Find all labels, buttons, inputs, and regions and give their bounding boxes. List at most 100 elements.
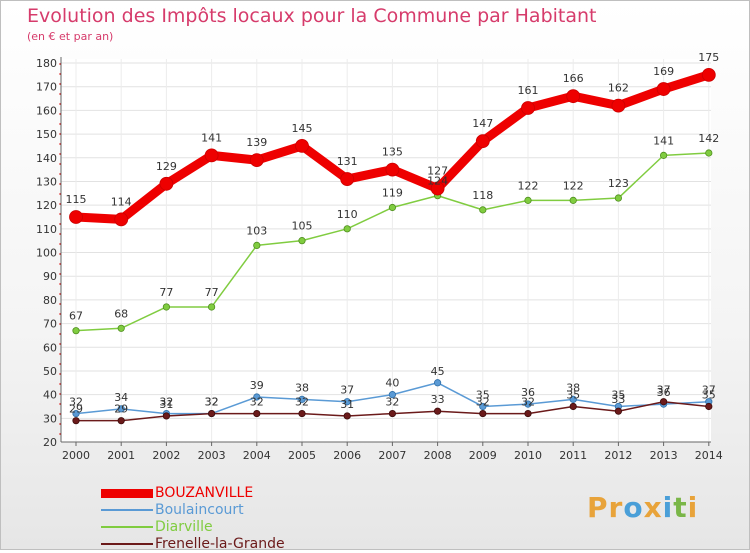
data-point	[701, 67, 716, 82]
data-point	[162, 412, 170, 420]
x-tick-label: 2012	[604, 449, 632, 462]
data-label: 35	[566, 388, 580, 401]
data-point	[521, 101, 535, 115]
data-label: 141	[201, 131, 222, 144]
y-tick-label: 160	[36, 104, 57, 117]
data-point	[208, 409, 216, 418]
proxiti-logo: Proxiti	[587, 491, 698, 524]
data-point	[298, 395, 306, 403]
data-label: 36	[521, 386, 535, 399]
data-point	[566, 89, 581, 104]
x-tick-label: 2004	[243, 449, 271, 462]
data-label: 103	[246, 224, 267, 237]
data-label: 110	[337, 208, 358, 221]
y-tick-label: 130	[36, 175, 57, 188]
data-point	[659, 151, 668, 159]
y-tick-label: 50	[43, 365, 57, 378]
data-label: 122	[518, 179, 539, 192]
data-label: 145	[292, 122, 313, 135]
data-label: 131	[337, 155, 358, 168]
x-tick-label: 2010	[514, 449, 542, 462]
data-label: 175	[698, 51, 719, 64]
y-tick-label: 100	[36, 247, 57, 260]
data-point	[159, 176, 174, 191]
data-point	[298, 237, 306, 245]
y-tick-label: 70	[43, 318, 57, 331]
data-label: 32	[476, 396, 490, 409]
x-tick-label: 2007	[378, 449, 406, 462]
legend-label: Frenelle-la-Grande	[155, 536, 285, 552]
data-label: 161	[518, 84, 539, 97]
data-point	[162, 303, 170, 311]
data-label: 37	[657, 384, 671, 397]
data-label: 162	[608, 82, 629, 95]
data-point	[117, 417, 125, 425]
data-point	[614, 194, 623, 202]
data-point	[611, 98, 626, 113]
data-label: 32	[295, 396, 309, 409]
y-tick-label: 80	[43, 294, 57, 307]
legend-label: Diarville	[155, 519, 213, 535]
data-label: 127	[427, 165, 448, 178]
data-label: 122	[563, 179, 584, 192]
chart-title: Evolution des Impôts locaux pour la Comm…	[27, 5, 597, 27]
data-label: 39	[250, 379, 264, 392]
data-point	[659, 398, 668, 406]
data-point	[72, 409, 80, 418]
data-label: 40	[385, 377, 399, 390]
data-point	[569, 402, 577, 411]
data-point	[117, 324, 125, 332]
data-label: 45	[431, 365, 445, 378]
logo-letter: r	[608, 491, 624, 524]
logo-letter: t	[673, 491, 688, 524]
logo-letter: i	[662, 491, 674, 524]
data-label: 32	[69, 396, 83, 409]
logo-letter: x	[643, 491, 663, 524]
data-label: 32	[205, 396, 219, 409]
data-label: 31	[340, 398, 354, 411]
y-tick-label: 90	[43, 270, 57, 283]
data-point	[479, 409, 487, 418]
data-label: 123	[608, 177, 629, 190]
data-label: 35	[611, 388, 625, 401]
x-tick-label: 2001	[107, 449, 135, 462]
data-label: 32	[385, 396, 399, 409]
data-point	[72, 417, 80, 425]
data-point	[433, 379, 442, 387]
legend-swatch	[101, 526, 153, 528]
data-point	[569, 395, 577, 403]
data-label: 67	[69, 310, 83, 323]
data-label: 135	[382, 146, 403, 159]
data-point	[479, 206, 487, 214]
legend-swatch	[101, 509, 153, 511]
legend-label: Boulaincourt	[155, 502, 244, 518]
data-point	[114, 212, 129, 227]
data-point	[656, 82, 671, 96]
data-label: 114	[111, 195, 132, 208]
data-point	[614, 407, 623, 415]
logo-letter: P	[587, 491, 609, 524]
data-label: 77	[205, 286, 219, 299]
data-label: 124	[427, 175, 448, 188]
data-label: 169	[653, 65, 674, 78]
data-label: 32	[521, 396, 535, 409]
data-label: 142	[698, 132, 719, 145]
data-point	[343, 398, 351, 406]
data-label: 35	[476, 388, 490, 401]
data-label: 115	[66, 193, 87, 206]
data-label: 32	[159, 396, 173, 409]
data-point	[253, 409, 261, 418]
data-point	[388, 391, 396, 399]
data-point	[705, 402, 713, 411]
chart-subtitle: (en € et par an)	[27, 30, 114, 43]
legend-swatch	[101, 488, 153, 498]
data-point	[343, 225, 351, 233]
data-point	[479, 402, 487, 411]
data-label: 119	[382, 186, 403, 199]
data-point	[388, 203, 396, 212]
x-tick-label: 2006	[333, 449, 361, 462]
data-label: 31	[159, 398, 173, 411]
data-point	[340, 172, 355, 186]
plot-area	[61, 59, 711, 442]
